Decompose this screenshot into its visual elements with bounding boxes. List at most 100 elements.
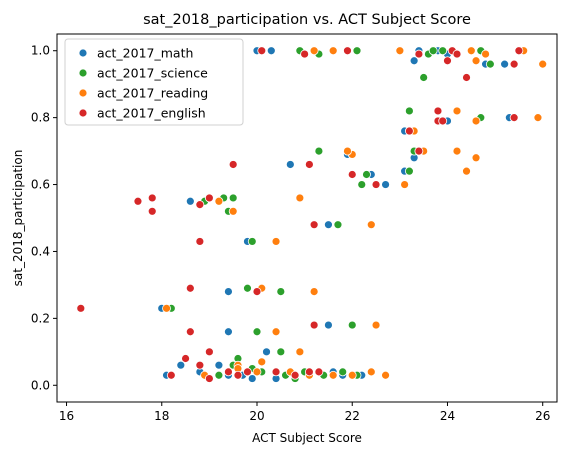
point-series-2-20 <box>214 196 224 206</box>
legend-label-2: act_2017_reading <box>97 86 208 101</box>
point-series-3-6 <box>452 49 462 59</box>
point-series-3-24 <box>195 200 205 210</box>
point-series-3-38 <box>271 367 281 377</box>
y-axis-label: sat_2018_participation <box>11 150 25 287</box>
point-series-3-8 <box>509 59 519 69</box>
point-series-2-30 <box>295 347 305 357</box>
point-series-3-15 <box>414 146 424 156</box>
legend-label-3: act_2017_english <box>97 106 206 121</box>
point-series-2-4 <box>481 49 490 59</box>
point-series-1-26 <box>347 320 357 330</box>
point-series-3-37 <box>243 367 252 377</box>
point-series-0-19 <box>381 180 390 189</box>
point-series-3-19 <box>228 160 238 169</box>
point-series-3-10 <box>404 126 414 136</box>
point-series-3-27 <box>185 283 195 293</box>
point-series-3-43 <box>204 374 214 383</box>
point-series-0-24 <box>224 287 233 297</box>
x-tick-label: 22 <box>345 409 360 423</box>
point-series-3-32 <box>204 347 214 357</box>
point-series-2-23 <box>271 237 281 246</box>
point-series-2-16 <box>400 180 410 189</box>
point-series-3-35 <box>224 367 233 377</box>
y-tick-label: 0.8 <box>31 111 50 125</box>
point-series-2-17 <box>462 166 471 176</box>
point-series-3-42 <box>166 370 176 380</box>
point-series-3-20 <box>147 193 157 203</box>
point-series-0-1 <box>266 46 276 56</box>
x-axis-ticks: 16 18 20 22 24 26 <box>59 402 550 423</box>
point-series-2-13 <box>452 146 462 156</box>
point-series-2-2 <box>395 46 405 56</box>
point-series-3-7 <box>462 73 471 82</box>
point-series-2-35 <box>328 370 338 380</box>
point-series-3-16 <box>347 170 357 179</box>
point-series-2-32 <box>257 357 267 367</box>
point-series-3-25 <box>195 237 205 246</box>
y-tick-label: 1.0 <box>31 44 50 58</box>
point-series-1-14 <box>362 170 371 179</box>
point-series-0-30 <box>214 360 224 370</box>
point-series-3-34 <box>195 360 205 370</box>
point-series-2-22 <box>295 193 305 203</box>
point-series-2-25 <box>309 287 319 297</box>
point-series-3-3 <box>414 49 424 59</box>
legend-marker-0 <box>78 48 88 58</box>
point-series-3-14 <box>509 113 519 123</box>
x-tick-label: 18 <box>154 409 169 423</box>
point-series-2-7 <box>471 56 481 66</box>
point-series-0-15 <box>285 160 295 169</box>
point-series-1-23 <box>243 283 252 293</box>
point-series-3-2 <box>343 46 352 56</box>
point-series-3-23 <box>204 193 214 203</box>
point-series-3-13 <box>433 106 443 116</box>
point-series-1-2 <box>352 46 362 56</box>
point-series-1-5 <box>438 46 448 56</box>
legend-marker-3 <box>78 108 88 118</box>
point-series-3-36 <box>233 370 243 380</box>
point-series-2-36 <box>347 370 357 380</box>
point-series-2-3 <box>466 46 476 56</box>
legend-label-0: act_2017_math <box>97 46 193 61</box>
point-series-1-15 <box>357 180 367 189</box>
point-series-3-21 <box>133 196 143 206</box>
point-series-2-9 <box>452 106 462 116</box>
point-series-3-41 <box>314 367 324 377</box>
point-series-2-29 <box>271 327 281 337</box>
point-series-2-1 <box>328 46 338 56</box>
point-series-2-0 <box>309 46 319 56</box>
point-series-3-29 <box>76 303 86 313</box>
point-series-0-23 <box>324 220 333 230</box>
point-series-3-33 <box>181 354 190 363</box>
point-series-2-38 <box>381 370 390 380</box>
point-series-1-37 <box>338 367 348 377</box>
point-series-3-40 <box>304 367 314 377</box>
point-series-2-18 <box>343 146 352 156</box>
points-layer <box>76 46 548 383</box>
point-series-0-35 <box>247 374 257 383</box>
point-series-3-39 <box>290 370 300 380</box>
point-series-2-19 <box>228 206 238 216</box>
point-series-0-29 <box>176 360 186 370</box>
y-tick-label: 0.4 <box>31 244 50 258</box>
point-series-2-37 <box>366 367 376 377</box>
point-series-3-18 <box>304 160 314 169</box>
point-series-1-21 <box>247 237 257 246</box>
point-series-2-24 <box>366 220 376 230</box>
x-axis-label: ACT Subject Score <box>252 431 362 445</box>
point-series-3-9 <box>514 46 524 56</box>
point-series-3-30 <box>185 327 195 337</box>
point-series-0-28 <box>262 347 271 357</box>
point-series-1-24 <box>276 287 286 297</box>
point-series-3-0 <box>257 46 267 56</box>
point-series-1-39 <box>214 370 224 380</box>
point-series-1-7 <box>485 59 495 69</box>
legend-label-1: act_2017_science <box>97 66 208 81</box>
point-series-2-6 <box>538 59 548 69</box>
y-tick-label: 0.2 <box>31 311 50 325</box>
chart-title: sat_2018_participation vs. ACT Subject S… <box>143 12 471 28</box>
point-series-3-12 <box>438 116 448 126</box>
point-series-0-20 <box>185 196 195 206</box>
point-series-1-22 <box>333 220 343 230</box>
